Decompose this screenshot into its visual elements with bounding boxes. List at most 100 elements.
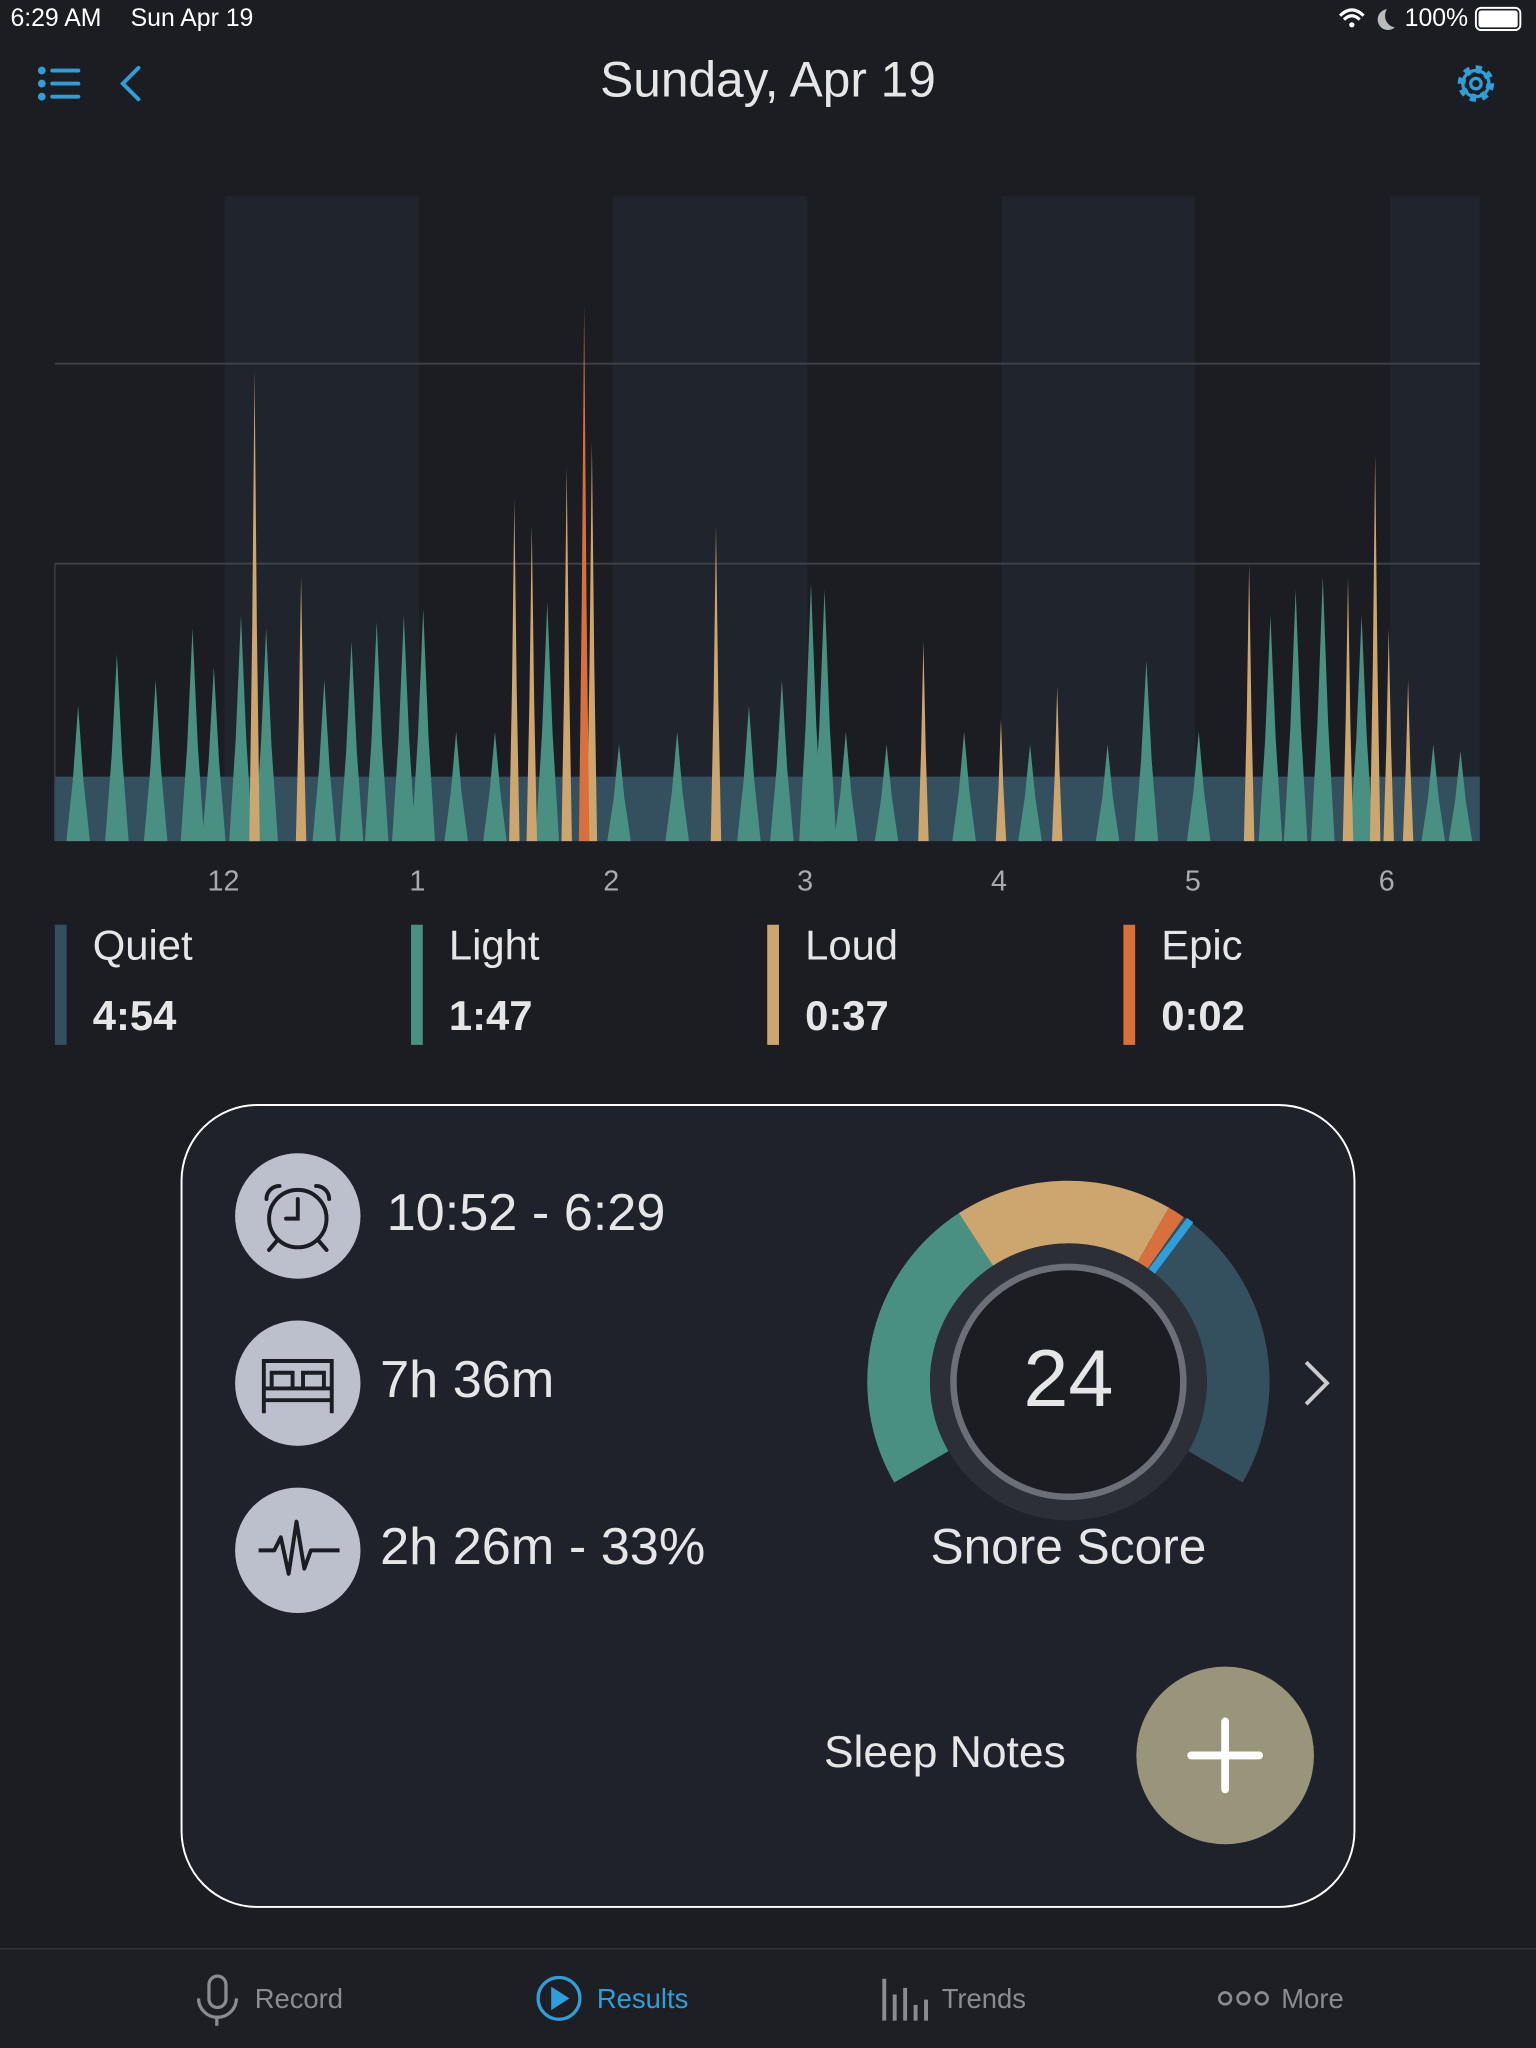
snore-spike: [202, 666, 226, 842]
x-tick-label: 12: [208, 866, 240, 898]
snore-spike: [561, 466, 572, 842]
snore-spike: [918, 641, 929, 842]
x-tick-label: 5: [1185, 866, 1201, 898]
snore-spike: [1134, 660, 1159, 842]
add-note-button: [1187, 1717, 1264, 1794]
more-icon: [1217, 1991, 1269, 2006]
tab-more[interactable]: More: [1281, 1983, 1343, 2014]
snore-spike: [710, 524, 722, 842]
gauge-segment: [1147, 1217, 1270, 1483]
snore-spike: [952, 731, 976, 842]
snore-spike: [535, 602, 560, 842]
battery-level: 100%: [1405, 5, 1468, 32]
tab-record[interactable]: Record: [255, 1983, 343, 2014]
settings-button[interactable]: [1457, 65, 1495, 102]
snore-spike: [1018, 744, 1042, 842]
results-icon: [551, 1986, 570, 2011]
gauge-segment: [1137, 1207, 1184, 1269]
snore-spike: [483, 731, 507, 842]
battery-icon: [1474, 6, 1522, 32]
tab-bar: [0, 1948, 1536, 2048]
snore-spike: [1383, 628, 1394, 842]
bed-icon: [261, 1359, 334, 1414]
snore-spike: [180, 628, 205, 842]
snore-spike: [995, 718, 1007, 842]
legend-swatch: [767, 924, 779, 1045]
wifi-icon: [1349, 22, 1355, 28]
snore-spike: [66, 705, 90, 842]
legend-total: 4:54: [93, 992, 177, 1039]
snore-spike: [1095, 744, 1120, 842]
x-tick-label: 1: [409, 866, 425, 898]
status-date: Sun Apr 19: [131, 5, 254, 32]
snore-spike: [1051, 686, 1063, 842]
gauge-center: [950, 1263, 1187, 1501]
x-tick-label: 4: [991, 866, 1007, 898]
snore-spike: [411, 608, 435, 842]
snore-spike: [834, 731, 858, 842]
snore-score-value: 24: [1023, 1334, 1113, 1424]
snore-spike: [1421, 744, 1446, 842]
score-chevron[interactable]: [1304, 1360, 1330, 1406]
legend-label: Light: [449, 921, 540, 968]
snore-spike: [665, 731, 689, 842]
wifi-icon: [1338, 8, 1365, 21]
snoring-duration: 2h 26m - 33%: [380, 1518, 705, 1576]
legend-label: Epic: [1161, 921, 1242, 968]
x-tick-label: 2: [603, 866, 619, 898]
quiet-band: [54, 776, 1480, 842]
snore-spike: [509, 499, 520, 842]
snore-icon: [235, 1487, 361, 1614]
legend-swatch: [1123, 924, 1136, 1045]
legend-swatch: [411, 924, 423, 1045]
tab-results[interactable]: Results: [597, 1983, 688, 2014]
tab-trends[interactable]: Trends: [942, 1983, 1026, 2014]
snore-spike: [1311, 576, 1335, 842]
back-button[interactable]: [120, 65, 141, 102]
menu-button[interactable]: [37, 66, 81, 101]
snore-spike: [1258, 615, 1283, 842]
snore-spike: [295, 576, 307, 842]
snore-spike: [1402, 679, 1414, 842]
snore-spike: [1342, 576, 1354, 842]
x-tick-label: 6: [1379, 866, 1395, 898]
legend-label: Loud: [805, 921, 898, 968]
page-title: Sunday, Apr 19: [600, 52, 936, 108]
snore-spike: [770, 679, 794, 842]
trends-icon: [882, 1978, 928, 2021]
snore-gauge[interactable]: [867, 1180, 1270, 1483]
snore-spike: [1369, 454, 1381, 842]
snore-spike: [312, 679, 337, 842]
snore-spike: [229, 615, 253, 842]
record-icon: [196, 1974, 239, 2026]
snore-spike: [364, 621, 389, 842]
snore-spike: [578, 305, 590, 842]
snore-spike: [874, 744, 899, 842]
snore-spike: [392, 615, 416, 842]
snore-spike: [1349, 615, 1374, 842]
legend-total: 1:47: [449, 992, 533, 1039]
snore-spike: [254, 628, 278, 842]
legend-total: 0:02: [1161, 992, 1245, 1039]
snore-spike: [812, 589, 837, 842]
snore-spike: [586, 441, 598, 842]
snore-score-label: Snore Score: [930, 1518, 1206, 1574]
status-time: 6:29 AM: [10, 5, 101, 32]
sleep-notes-label: Sleep Notes: [824, 1728, 1066, 1777]
snore-spike: [143, 679, 168, 842]
snore-spike: [1186, 731, 1211, 842]
x-tick-label: 3: [797, 866, 813, 898]
gauge-segment: [958, 1180, 1169, 1267]
legend-swatch: [54, 924, 67, 1045]
bed-icon: [235, 1320, 361, 1446]
snore-spike: [105, 654, 129, 842]
moon-icon: [1377, 9, 1395, 30]
snore-spike: [526, 524, 538, 842]
results-icon: [536, 1975, 582, 2021]
snore-spike: [339, 641, 364, 842]
snore-spike: [1243, 563, 1255, 842]
snore-spike: [607, 744, 631, 842]
snore-spike: [1283, 589, 1308, 842]
